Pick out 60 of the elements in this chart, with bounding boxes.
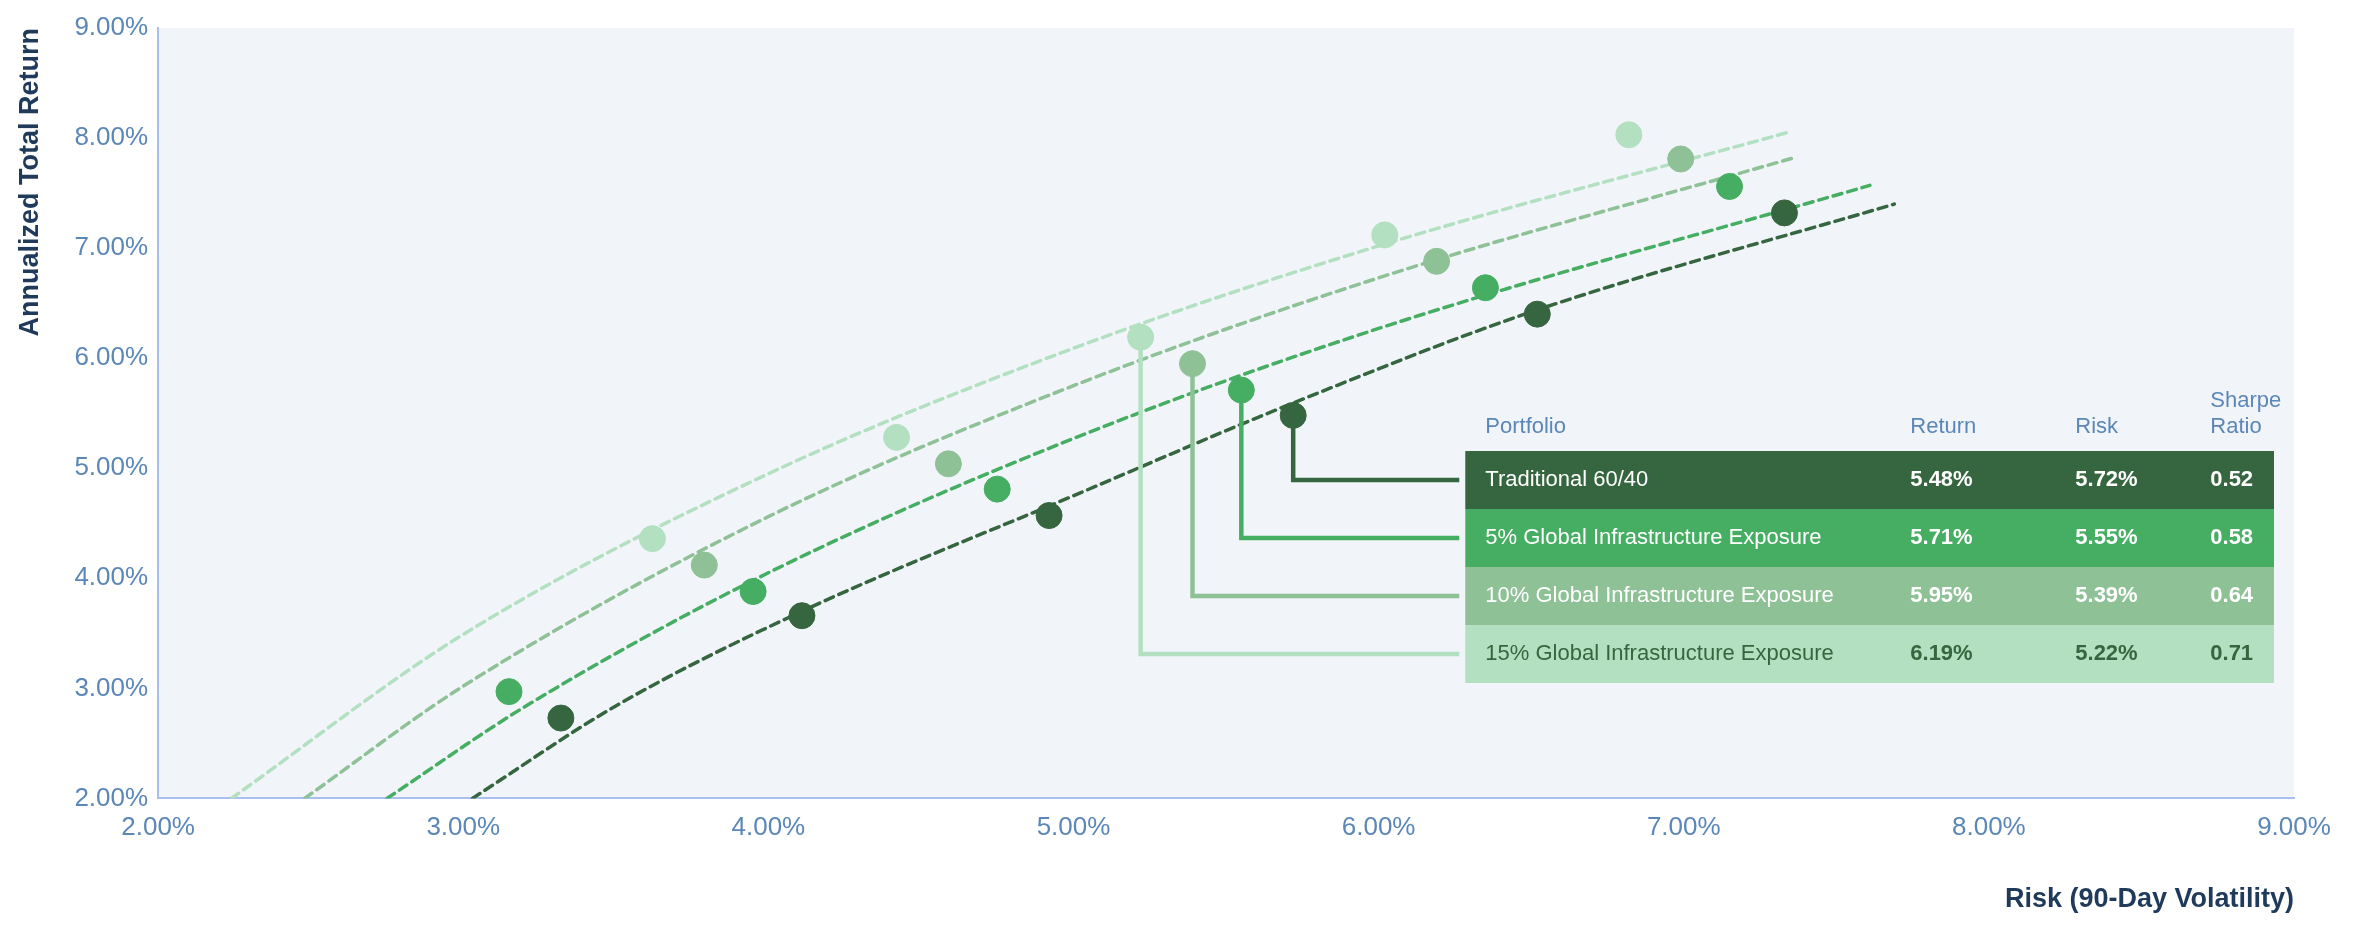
y-tick-label: 3.00% — [74, 671, 149, 702]
point — [1279, 401, 1307, 429]
annotation: 0.64 — [2210, 582, 2254, 608]
annotation: 0.58 — [2210, 524, 2254, 550]
annotation: Sharpe Ratio — [2210, 387, 2282, 439]
point — [547, 704, 575, 732]
annotation: 5.95% — [1910, 582, 1973, 608]
text: Traditional 60/40 — [1485, 466, 1649, 492]
point — [1227, 376, 1255, 404]
x-tick-label: 9.00% — [2257, 811, 2331, 842]
point — [983, 475, 1011, 503]
point — [1471, 274, 1499, 302]
annotation: Risk — [2075, 413, 2120, 439]
point — [1035, 502, 1063, 530]
point — [934, 450, 962, 478]
point — [1716, 172, 1744, 200]
annotation: Return — [1910, 413, 1977, 439]
point — [1371, 221, 1399, 249]
annotation: 5.55% — [2075, 524, 2138, 550]
x-tick-label: 3.00% — [426, 811, 501, 842]
x-tick-label: 2.00% — [121, 811, 195, 842]
point — [739, 577, 767, 605]
x-tick-label: 4.00% — [731, 811, 806, 842]
point — [1667, 145, 1695, 173]
annotation: 6.19% — [1910, 640, 1973, 666]
annotation: 0.52 — [2210, 466, 2254, 492]
x-tick-label: 8.00% — [1952, 811, 2026, 842]
point — [1615, 121, 1643, 149]
point — [1179, 350, 1206, 378]
point — [690, 551, 718, 579]
y-tick-label: 7.00% — [74, 231, 149, 262]
y-tick-label: 9.00% — [74, 11, 149, 42]
y-tick-label: 6.00% — [74, 341, 149, 372]
annotation: 5.72% — [2075, 466, 2138, 492]
y-tick-label: 5.00% — [74, 451, 149, 482]
legend-title: Portfolio — [1485, 413, 1566, 439]
annotation: 0.71 — [2210, 640, 2254, 666]
text: 5% Global Infrastructure Exposure — [1485, 524, 1822, 550]
point — [788, 602, 816, 630]
text: 15% Global Infrastructure Exposure — [1485, 640, 1834, 666]
point — [1523, 300, 1551, 328]
y-axis-title: Annualized Total Return — [13, 28, 44, 337]
point — [495, 678, 523, 706]
x-tick-label: 6.00% — [1341, 811, 1416, 842]
point — [638, 525, 666, 553]
annotation: 5.39% — [2075, 582, 2138, 608]
point — [1770, 199, 1798, 227]
y-tick-label: 8.00% — [74, 121, 149, 152]
point — [1423, 247, 1451, 275]
point — [1127, 323, 1155, 351]
x-tick-label: 7.00% — [1646, 811, 1721, 842]
x-tick-label: 5.00% — [1036, 811, 1111, 842]
text: 10% Global Infrastructure Exposure — [1485, 582, 1834, 608]
annotation: 5.22% — [2075, 640, 2138, 666]
annotation: 5.71% — [1910, 524, 1973, 550]
y-tick-label: 2.00% — [74, 781, 149, 812]
point — [883, 423, 911, 451]
y-tick-label: 4.00% — [74, 561, 149, 592]
annotation: 5.48% — [1910, 466, 1973, 492]
x-axis-title: Risk (90-Day Volatility) — [2004, 883, 2294, 914]
